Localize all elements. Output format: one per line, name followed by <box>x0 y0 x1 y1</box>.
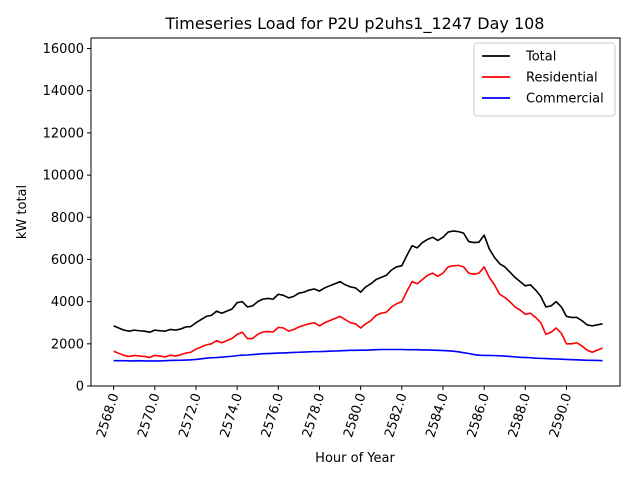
legend: Total Residential Commercial <box>473 42 616 117</box>
series-lines <box>113 230 603 362</box>
y-tick-label: 10000 <box>43 169 84 184</box>
series-line-commercial <box>113 348 603 362</box>
chart-title: Timeseries Load for P2U p2uhs1_1247 Day … <box>165 14 545 34</box>
y-tick-label: 8000 <box>51 211 84 226</box>
series-line-residential <box>113 264 603 359</box>
series-line-total <box>113 230 603 334</box>
y-tick-label: 4000 <box>51 295 84 310</box>
legend-items: Total Residential Commercial <box>482 50 604 107</box>
x-axis-label: Hour of Year <box>315 451 395 466</box>
y-tick-label: 16000 <box>43 42 84 57</box>
y-tick-label: 12000 <box>43 126 84 141</box>
y-axis-label: kW total <box>15 185 30 239</box>
y-tick-label: 6000 <box>51 253 84 268</box>
legend-label-commercial: Commercial <box>526 92 604 107</box>
plot-frame <box>90 37 621 387</box>
y-axis-ticks: 0 2000 4000 6000 8000 10000 12000 14000 16000 <box>43 42 91 395</box>
legend-label-residential: Residential <box>526 71 598 86</box>
y-tick-label: 0 <box>76 380 84 395</box>
legend-label-total: Total <box>525 50 556 65</box>
y-tick-label: 14000 <box>43 84 84 99</box>
y-tick-label: 2000 <box>51 337 84 352</box>
